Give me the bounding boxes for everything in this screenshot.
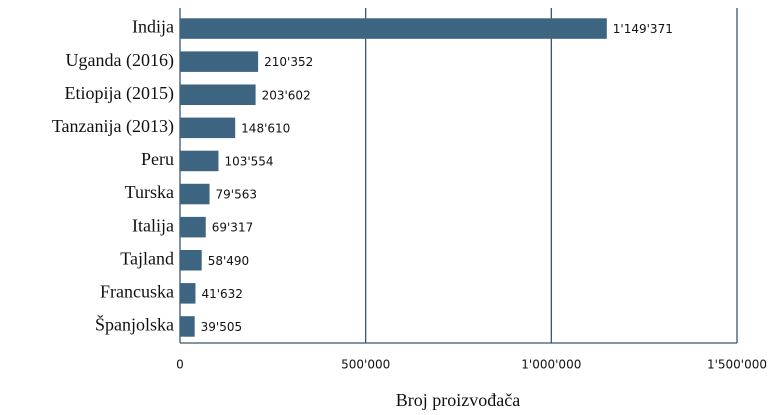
bar bbox=[180, 316, 195, 337]
value-label: 103'554 bbox=[224, 154, 273, 168]
y-tick-label: Etiopija (2015) bbox=[65, 83, 174, 104]
bar bbox=[180, 150, 219, 172]
value-label: 79'563 bbox=[216, 188, 257, 202]
x-tick-label: 0 bbox=[176, 358, 184, 372]
bar bbox=[180, 283, 196, 304]
value-label: 1'149'371 bbox=[613, 22, 673, 36]
x-tick-label: 1'000'000 bbox=[521, 358, 581, 372]
value-label: 41'632 bbox=[201, 287, 242, 301]
bar bbox=[180, 117, 236, 139]
bar bbox=[180, 18, 607, 39]
y-tick-label: Tajland bbox=[120, 248, 174, 268]
y-tick-label: Italija bbox=[132, 215, 174, 235]
y-tick-label: Tanzanija (2013) bbox=[52, 116, 174, 137]
y-tick-label: Španjolska bbox=[95, 314, 174, 335]
x-tick-label: 1'500'000 bbox=[707, 358, 767, 372]
y-tick-label: Turska bbox=[125, 182, 174, 202]
y-tick-label: Indija bbox=[132, 17, 174, 37]
x-tick-label: 500'000 bbox=[341, 358, 390, 372]
value-label: 148'610 bbox=[241, 121, 290, 135]
value-label: 39'505 bbox=[201, 320, 242, 334]
bar bbox=[180, 183, 210, 205]
bar bbox=[180, 249, 202, 271]
bar bbox=[180, 51, 259, 72]
value-label: 58'490 bbox=[208, 254, 249, 268]
bar bbox=[180, 84, 256, 106]
y-tick-label: Uganda (2016) bbox=[66, 50, 174, 71]
bar bbox=[180, 216, 206, 238]
x-axis-label: Broj proizvođača bbox=[396, 390, 520, 410]
value-label: 210'352 bbox=[264, 55, 313, 69]
value-label: 203'602 bbox=[262, 88, 311, 102]
y-tick-label: Francuska bbox=[100, 281, 174, 301]
y-tick-label: Peru bbox=[141, 149, 174, 169]
value-label: 69'317 bbox=[212, 221, 253, 235]
